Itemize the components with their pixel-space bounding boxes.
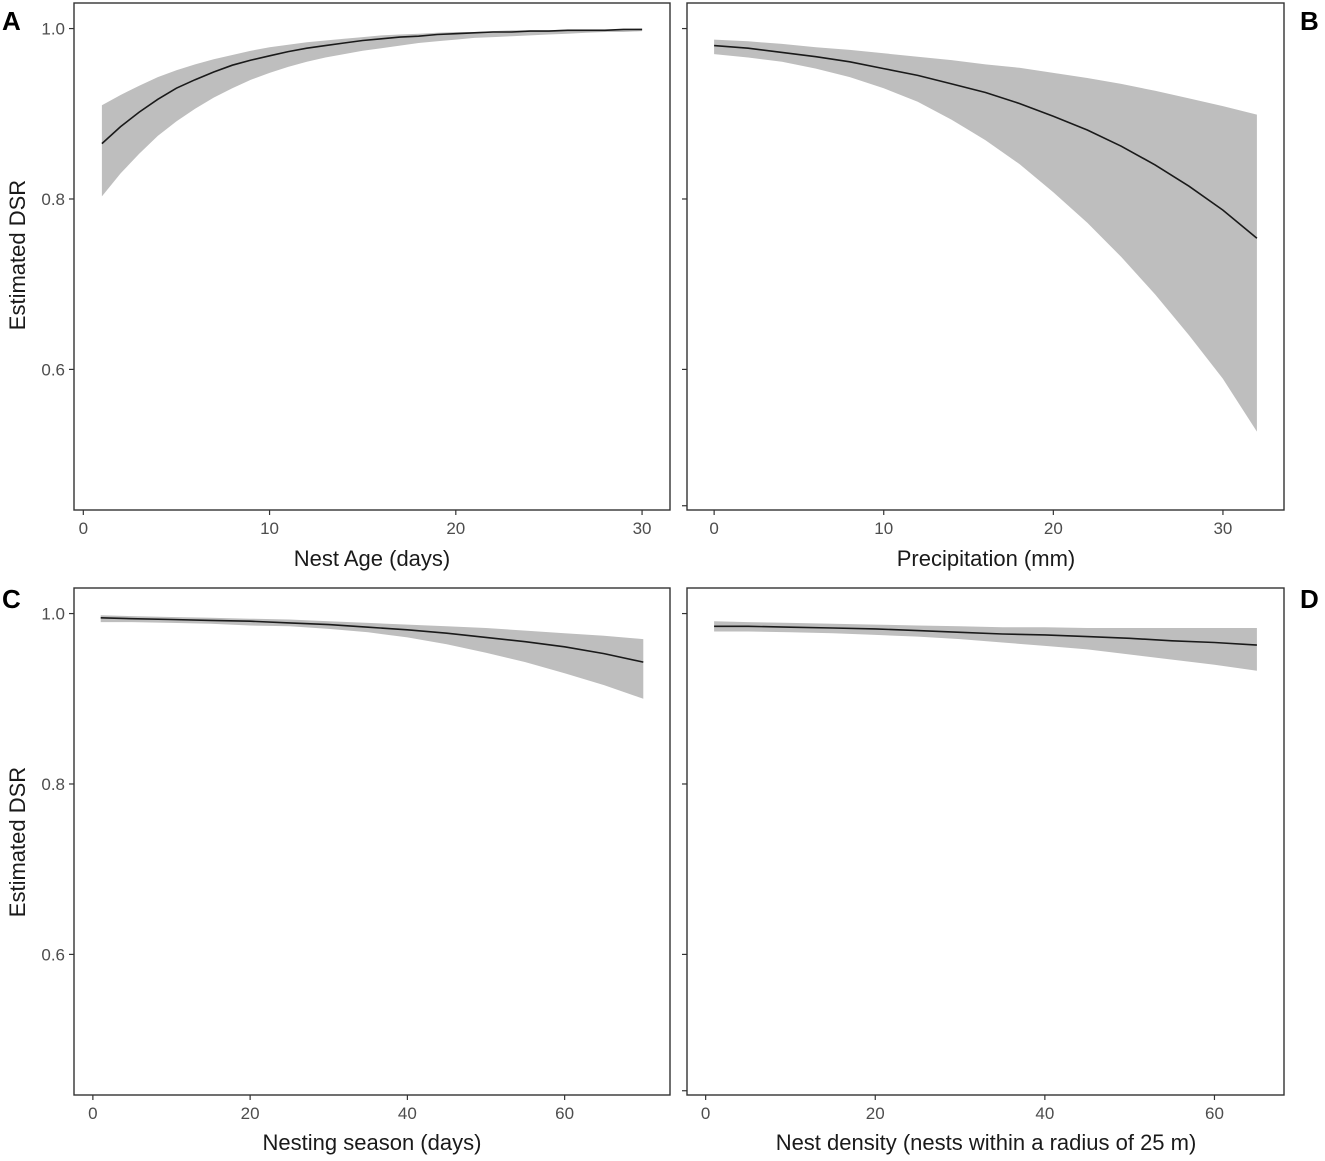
x-tick-label-a: 10 xyxy=(260,519,279,538)
panel-frame-b xyxy=(686,2,1285,511)
y-axis-title-c: Estimated DSR xyxy=(5,767,30,917)
x-tick-label-d: 0 xyxy=(701,1104,710,1123)
panel-tag-d: D xyxy=(1300,584,1319,614)
x-tick-label-d: 20 xyxy=(866,1104,885,1123)
x-tick-label-b: 0 xyxy=(709,519,718,538)
x-tick-label-a: 30 xyxy=(633,519,652,538)
x-tick-label-a: 20 xyxy=(446,519,465,538)
x-tick-label-c: 20 xyxy=(241,1104,260,1123)
confidence-band-b xyxy=(714,39,1257,432)
panel-d-nest-density: 0 20 40 60 xyxy=(682,587,1285,1123)
panel-frame-c xyxy=(73,587,671,1096)
y-tick-label-c: 0.6 xyxy=(41,945,65,964)
x-tick-label-b: 20 xyxy=(1044,519,1063,538)
panel-c-nesting-season: 0 20 40 60 0.6 0.8 1.0 xyxy=(41,587,671,1123)
x-axis-title-c: Nesting season (days) xyxy=(263,1130,482,1155)
y-tick-label-c: 0.8 xyxy=(41,775,65,794)
panel-tag-b: B xyxy=(1300,6,1319,36)
y-tick-label-c: 1.0 xyxy=(41,605,65,624)
x-tick-label-b: 30 xyxy=(1213,519,1232,538)
panel-frame-a xyxy=(73,2,671,511)
x-axis-title-b: Precipitation (mm) xyxy=(897,546,1075,571)
estimate-line-d xyxy=(714,625,1257,646)
x-axis-title-d: Nest density (nests within a radius of 2… xyxy=(776,1130,1197,1155)
estimate-line-c xyxy=(100,617,644,663)
panel-tag-c: C xyxy=(2,584,21,614)
y-axis-title-a: Estimated DSR xyxy=(5,180,30,330)
confidence-band-d xyxy=(714,621,1257,671)
estimate-line-b xyxy=(714,44,1258,239)
panel-tag-a: A xyxy=(2,6,21,36)
confidence-band-c xyxy=(100,615,644,699)
panel-a-nest-age: 0 10 20 30 0.6 0.8 1.0 xyxy=(41,2,671,538)
y-tick-label-a: 0.6 xyxy=(41,360,65,379)
x-tick-label-d: 60 xyxy=(1205,1104,1224,1123)
x-tick-label-a: 0 xyxy=(79,519,88,538)
x-tick-label-c: 40 xyxy=(398,1104,417,1123)
x-tick-label-c: 0 xyxy=(88,1104,97,1123)
panel-frame-d xyxy=(686,587,1285,1096)
y-tick-label-a: 1.0 xyxy=(41,20,65,39)
estimate-line-a xyxy=(101,28,643,145)
x-tick-label-b: 10 xyxy=(874,519,893,538)
y-tick-label-a: 0.8 xyxy=(41,190,65,209)
panel-b-precipitation: 0 10 20 30 xyxy=(682,2,1285,538)
confidence-band-a xyxy=(101,28,643,197)
x-axis-title-a: Nest Age (days) xyxy=(294,546,451,571)
x-tick-label-c: 60 xyxy=(555,1104,574,1123)
x-tick-label-d: 40 xyxy=(1035,1104,1054,1123)
